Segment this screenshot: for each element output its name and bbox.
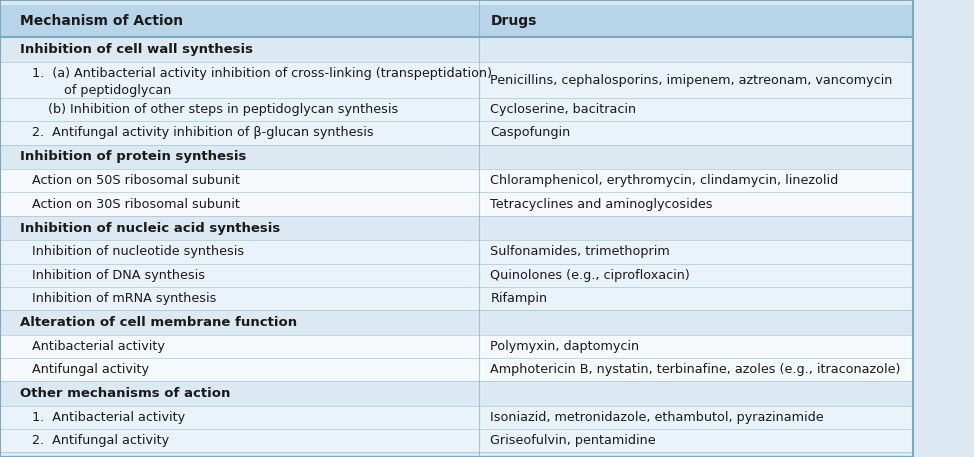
Text: Action on 50S ribosomal subunit: Action on 50S ribosomal subunit [20, 174, 240, 187]
Text: Inhibition of mRNA synthesis: Inhibition of mRNA synthesis [20, 292, 216, 305]
Text: Quinolones (e.g., ciprofloxacin): Quinolones (e.g., ciprofloxacin) [490, 269, 691, 282]
Bar [0, 240, 913, 264]
Text: 2.  Antifungal activity: 2. Antifungal activity [20, 434, 169, 447]
Text: Mechanism of Action: Mechanism of Action [20, 14, 183, 28]
Bar [0, 5, 913, 37]
Bar [0, 287, 913, 310]
Bar [0, 216, 913, 240]
Text: Other mechanisms of action: Other mechanisms of action [20, 387, 231, 400]
Bar [0, 264, 913, 287]
Bar [0, 192, 913, 216]
Text: Inhibition of protein synthesis: Inhibition of protein synthesis [20, 150, 246, 164]
Text: Cycloserine, bacitracin: Cycloserine, bacitracin [490, 103, 636, 116]
Text: Alteration of cell membrane function: Alteration of cell membrane function [20, 316, 297, 329]
Bar [0, 381, 913, 406]
Text: Action on 30S ribosomal subunit: Action on 30S ribosomal subunit [20, 197, 240, 211]
Text: Antibacterial activity: Antibacterial activity [20, 340, 165, 353]
Bar [0, 429, 913, 452]
Text: Polymyxin, daptomycin: Polymyxin, daptomycin [490, 340, 640, 353]
Text: Amphotericin B, nystatin, terbinafine, azoles (e.g., itraconazole): Amphotericin B, nystatin, terbinafine, a… [490, 363, 901, 376]
Bar [0, 335, 913, 358]
Bar [0, 144, 913, 169]
Text: Rifampin: Rifampin [490, 292, 547, 305]
Bar [0, 406, 913, 429]
Text: 2.  Antifungal activity inhibition of β-glucan synthesis: 2. Antifungal activity inhibition of β-g… [20, 127, 374, 139]
Text: 1.  Antibacterial activity: 1. Antibacterial activity [20, 411, 185, 424]
Bar [0, 169, 913, 192]
Text: Inhibition of nucleotide synthesis: Inhibition of nucleotide synthesis [20, 245, 244, 259]
Text: Griseofulvin, pentamidine: Griseofulvin, pentamidine [490, 434, 656, 447]
Text: Caspofungin: Caspofungin [490, 127, 571, 139]
Text: Antifungal activity: Antifungal activity [20, 363, 149, 376]
Text: Tetracyclines and aminoglycosides: Tetracyclines and aminoglycosides [490, 197, 713, 211]
Bar [0, 98, 913, 121]
Bar [0, 62, 913, 98]
Text: Sulfonamides, trimethoprim: Sulfonamides, trimethoprim [490, 245, 670, 259]
Bar [0, 358, 913, 381]
Text: Inhibition of nucleic acid synthesis: Inhibition of nucleic acid synthesis [20, 222, 281, 234]
Text: Drugs: Drugs [490, 14, 537, 28]
Bar [0, 310, 913, 335]
Text: Inhibition of cell wall synthesis: Inhibition of cell wall synthesis [20, 43, 253, 56]
Text: (b) Inhibition of other steps in peptidoglycan synthesis: (b) Inhibition of other steps in peptido… [20, 103, 398, 116]
Text: Isoniazid, metronidazole, ethambutol, pyrazinamide: Isoniazid, metronidazole, ethambutol, py… [490, 411, 824, 424]
Bar [0, 121, 913, 144]
Text: Inhibition of DNA synthesis: Inhibition of DNA synthesis [20, 269, 206, 282]
Text: 1.  (a) Antibacterial activity inhibition of cross-linking (transpeptidation)
  : 1. (a) Antibacterial activity inhibition… [20, 67, 492, 96]
Text: Penicillins, cephalosporins, imipenem, aztreonam, vancomycin: Penicillins, cephalosporins, imipenem, a… [490, 74, 893, 86]
Text: Chloramphenicol, erythromycin, clindamycin, linezolid: Chloramphenicol, erythromycin, clindamyc… [490, 174, 839, 187]
Bar [0, 37, 913, 62]
